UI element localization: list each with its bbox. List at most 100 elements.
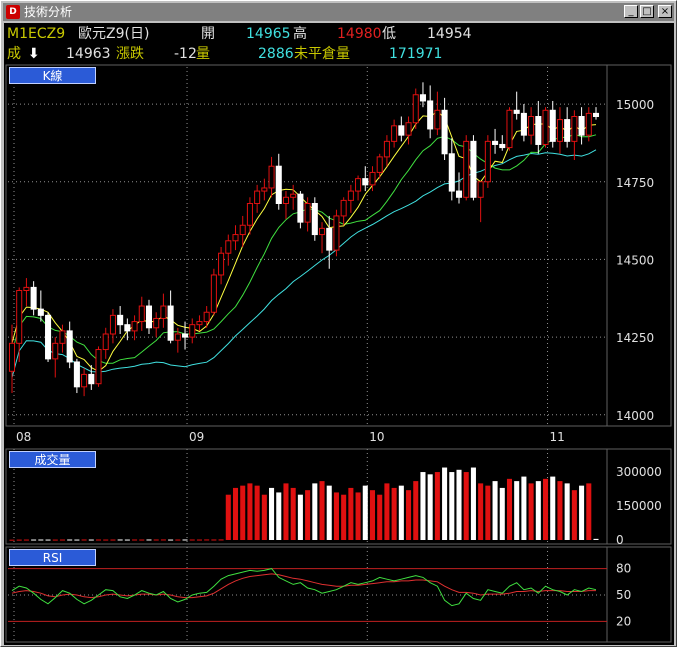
candle-body <box>585 112 592 136</box>
price-tick-label: 14250 <box>616 331 654 345</box>
volume-bar <box>88 539 94 541</box>
tab-rsi[interactable]: RSI <box>9 549 96 566</box>
candle <box>196 315 203 331</box>
candle <box>189 318 196 344</box>
candle-body <box>319 227 326 236</box>
month-tick-label: 09 <box>189 430 204 444</box>
candle <box>81 368 88 397</box>
candle-body <box>102 333 109 351</box>
candle-body <box>564 119 571 142</box>
candle <box>239 215 246 247</box>
volume-bar <box>398 485 404 540</box>
rsi-grid <box>8 547 607 642</box>
candle-body <box>268 165 275 189</box>
candle-body <box>383 140 390 158</box>
candle-body <box>340 199 347 217</box>
high-value: 14980 <box>337 26 382 42</box>
rsi-slow-line <box>11 573 596 599</box>
candle <box>434 91 441 136</box>
candle-body <box>95 349 102 385</box>
candle-body <box>124 324 131 332</box>
candle-body <box>88 373 95 385</box>
candle <box>160 293 167 328</box>
volume-bars <box>9 467 599 541</box>
maximize-button[interactable]: □ <box>640 5 654 18</box>
volume-bar <box>240 485 246 540</box>
candle <box>254 184 261 213</box>
tab-volume[interactable]: 成交量 <box>9 451 96 468</box>
volume-bar <box>103 539 109 541</box>
candle-body <box>326 227 333 251</box>
candle <box>37 290 44 322</box>
volume-bar <box>305 490 311 540</box>
candle <box>564 107 571 148</box>
candle <box>304 197 311 232</box>
candle-body <box>484 140 491 183</box>
volume-bar <box>564 483 570 540</box>
volume-bar <box>420 472 426 540</box>
candle-body <box>23 286 30 291</box>
candles <box>8 82 600 397</box>
volume-bar <box>442 467 448 540</box>
volume-tick-label: 150000 <box>616 499 662 513</box>
volume-bar <box>182 539 188 541</box>
volume-panel-frame <box>5 448 672 545</box>
candle <box>362 166 369 192</box>
candle-body <box>254 190 261 204</box>
candle-body <box>153 317 160 329</box>
volume-bar <box>312 483 318 540</box>
candle <box>556 107 563 154</box>
volume-bar <box>9 539 15 541</box>
candle <box>117 306 124 334</box>
volume-bar <box>369 490 376 540</box>
candle-body <box>232 234 239 242</box>
candle <box>23 278 30 307</box>
rsi-axis: 20 50 80 <box>616 562 631 629</box>
volume-bar <box>579 485 585 540</box>
ma5-line <box>11 110 597 372</box>
candle <box>138 296 145 331</box>
candle <box>102 327 109 359</box>
close-button[interactable]: × <box>658 5 672 18</box>
candle <box>232 225 239 251</box>
kline-price-axis: 14000 14250 14500 14750 15000 <box>616 98 654 423</box>
rsi-panel-frame <box>5 546 672 643</box>
symbol-code: M1ECZ9 <box>7 26 66 42</box>
candle-body <box>246 203 253 226</box>
volume-bar <box>586 483 592 540</box>
candle-body <box>448 153 455 192</box>
title-bar[interactable]: D 技術分析 _ □ × <box>3 3 674 21</box>
tab-kline[interactable]: K線 <box>9 67 96 84</box>
candle-body <box>578 116 585 136</box>
moving-averages <box>11 110 597 378</box>
candle-body <box>45 314 52 360</box>
candle <box>311 197 318 241</box>
candle <box>405 116 412 145</box>
candle <box>210 268 217 316</box>
candle <box>153 312 160 338</box>
volume-bar <box>110 539 116 541</box>
candle-body <box>455 190 463 198</box>
candle-body <box>499 143 506 149</box>
candle <box>109 309 116 344</box>
minimize-button[interactable]: _ <box>624 5 638 18</box>
candle-body <box>542 109 549 145</box>
candle <box>95 346 102 387</box>
month-tick-label: 08 <box>16 430 31 444</box>
volume-bar <box>204 539 210 541</box>
volume-bar <box>571 490 577 540</box>
candle <box>376 153 383 179</box>
candle-body <box>304 203 311 223</box>
volume-bar <box>160 539 166 541</box>
candle <box>592 107 600 120</box>
candle <box>427 85 434 139</box>
candle <box>448 138 455 201</box>
arrow-down-icon: ⬇ <box>28 46 40 62</box>
candle <box>297 191 304 229</box>
candle-body <box>196 321 203 326</box>
candle-body <box>275 165 282 204</box>
volume-bar <box>95 539 102 541</box>
candle <box>66 321 73 369</box>
price-tick-label: 14750 <box>616 176 654 190</box>
contract-name: 歐元Z9(日) <box>78 26 150 42</box>
